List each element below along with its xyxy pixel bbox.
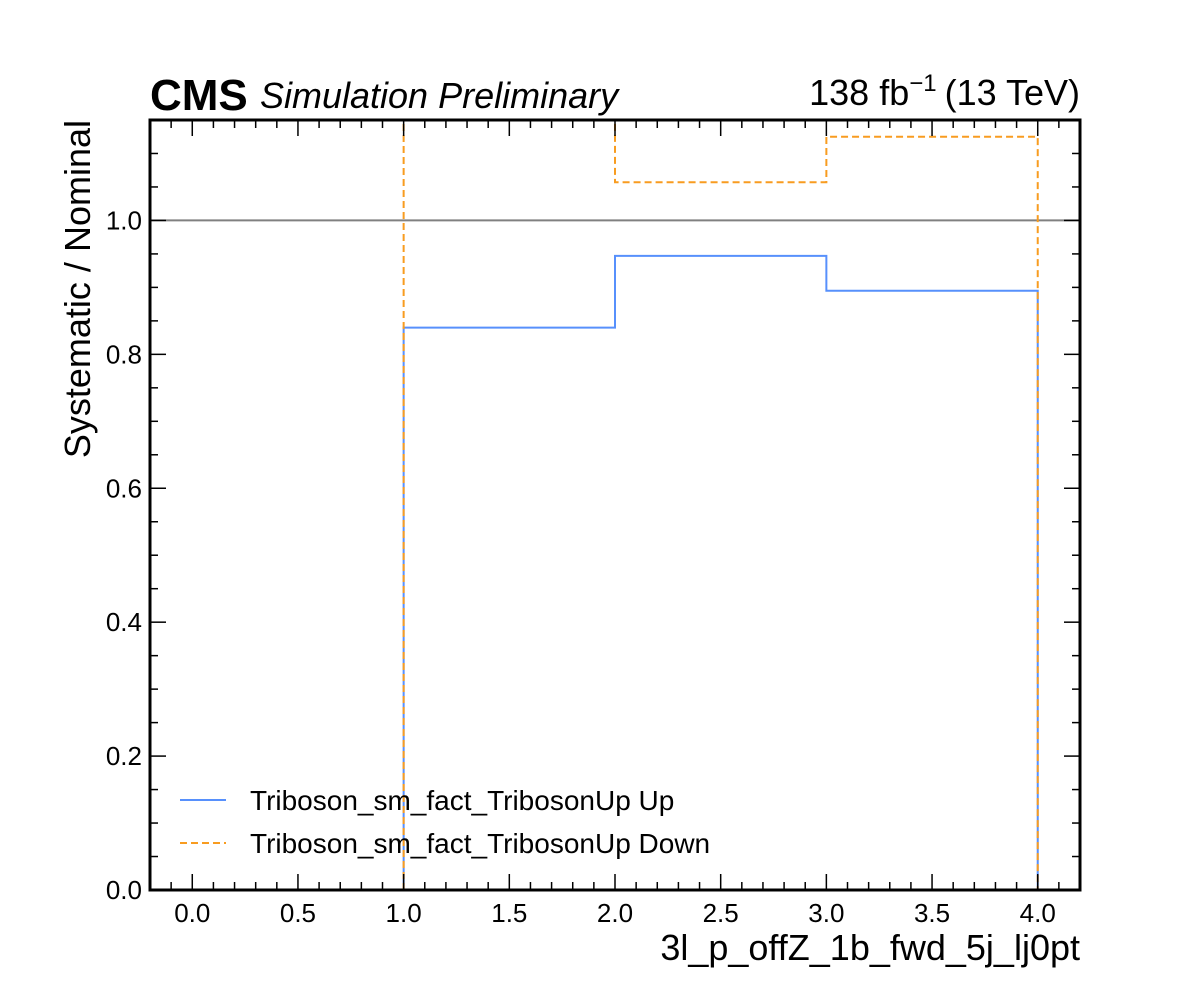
x-tick-label: 2.0 xyxy=(597,898,633,928)
legend-label-down: Triboson_sm_fact_TribosonUp Down xyxy=(250,828,710,859)
status-label: Simulation Preliminary xyxy=(260,75,620,116)
x-tick-label: 2.5 xyxy=(703,898,739,928)
lumi-value: 138 fb xyxy=(809,72,909,113)
y-tick-label: 1.0 xyxy=(106,205,142,235)
series-line-up xyxy=(402,254,1039,890)
y-tick-label: 0.2 xyxy=(106,741,142,771)
plot-frame xyxy=(148,118,1082,892)
series-line-down xyxy=(402,120,1039,890)
x-tick-label: 3.0 xyxy=(808,898,844,928)
y-tick-label: 0.6 xyxy=(106,473,142,503)
x-tick-label: 3.5 xyxy=(914,898,950,928)
lumi-energy: (13 TeV) xyxy=(945,72,1080,113)
x-tick-label: 0.0 xyxy=(174,898,210,928)
x-tick-label: 0.5 xyxy=(280,898,316,928)
legend-label-up: Triboson_sm_fact_TribosonUp Up xyxy=(250,785,674,816)
x-tick-label: 1.0 xyxy=(386,898,422,928)
legend: Triboson_sm_fact_TribosonUp Up Triboson_… xyxy=(180,785,710,859)
lumi-label: 138 fb−1 (13 TeV) xyxy=(809,70,1080,113)
x-axis-title: 3l_p_offZ_1b_fwd_5j_lj0pt xyxy=(660,927,1080,968)
series-layer xyxy=(402,120,1039,890)
experiment-label: CMS xyxy=(150,71,248,120)
y-axis-title: Systematic / Nominal xyxy=(57,120,98,458)
y-tick-label: 0.4 xyxy=(106,607,142,637)
lumi-exponent: −1 xyxy=(909,70,936,97)
y-tick-label: 0.0 xyxy=(106,875,142,905)
tick-layer xyxy=(150,119,1080,891)
y-tick-label: 0.8 xyxy=(106,339,142,369)
x-tick-label: 4.0 xyxy=(1020,898,1056,928)
tick-label-layer: 0.0 0.5 1.0 1.5 2.0 2.5 3.0 3.5 4.0 0.0 0.2 0.4 0.6 0… xyxy=(106,205,1056,928)
x-tick-label: 1.5 xyxy=(491,898,527,928)
